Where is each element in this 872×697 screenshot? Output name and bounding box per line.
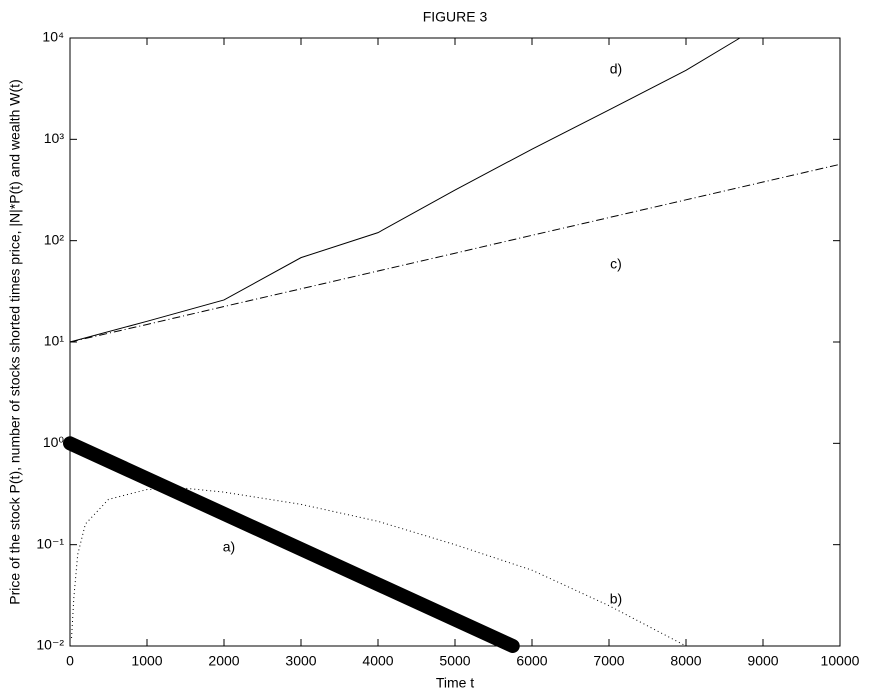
chart-title: FIGURE 3	[423, 9, 488, 25]
series-line	[69, 37, 741, 343]
x-tick-label: 2000	[208, 653, 239, 669]
y-tick-label: 10⁰	[43, 434, 65, 450]
x-tick-label: 3000	[285, 653, 316, 669]
y-tick-label: 10⁴	[42, 29, 64, 45]
plot-frame	[69, 37, 841, 647]
x-tick-label: 6000	[516, 653, 547, 669]
x-tick-label: 0	[66, 653, 74, 669]
annotation: a)	[223, 539, 235, 555]
x-tick-label: 8000	[670, 653, 701, 669]
x-tick-label: 4000	[362, 653, 393, 669]
x-axis-label: Time t	[436, 675, 474, 691]
x-tick-label: 10000	[821, 653, 860, 669]
x-tick-label: 5000	[439, 653, 470, 669]
y-tick-label: 10²	[44, 231, 65, 247]
y-tick-label: 10¹	[44, 333, 65, 349]
y-tick-label: 10⁻¹	[36, 535, 64, 551]
series-line	[71, 487, 687, 647]
y-tick-label: 10³	[44, 130, 65, 146]
x-tick-label: 9000	[747, 653, 778, 669]
annotation: b)	[610, 591, 622, 607]
series-line	[63, 436, 520, 653]
y-axis-label: Price of the stock P(t), number of stock…	[7, 79, 23, 604]
x-tick-label: 1000	[131, 653, 162, 669]
annotation: c)	[610, 256, 622, 272]
annotation: d)	[610, 61, 622, 77]
y-tick-label: 10⁻²	[36, 637, 64, 653]
x-tick-label: 7000	[593, 653, 624, 669]
series-line	[69, 163, 841, 343]
